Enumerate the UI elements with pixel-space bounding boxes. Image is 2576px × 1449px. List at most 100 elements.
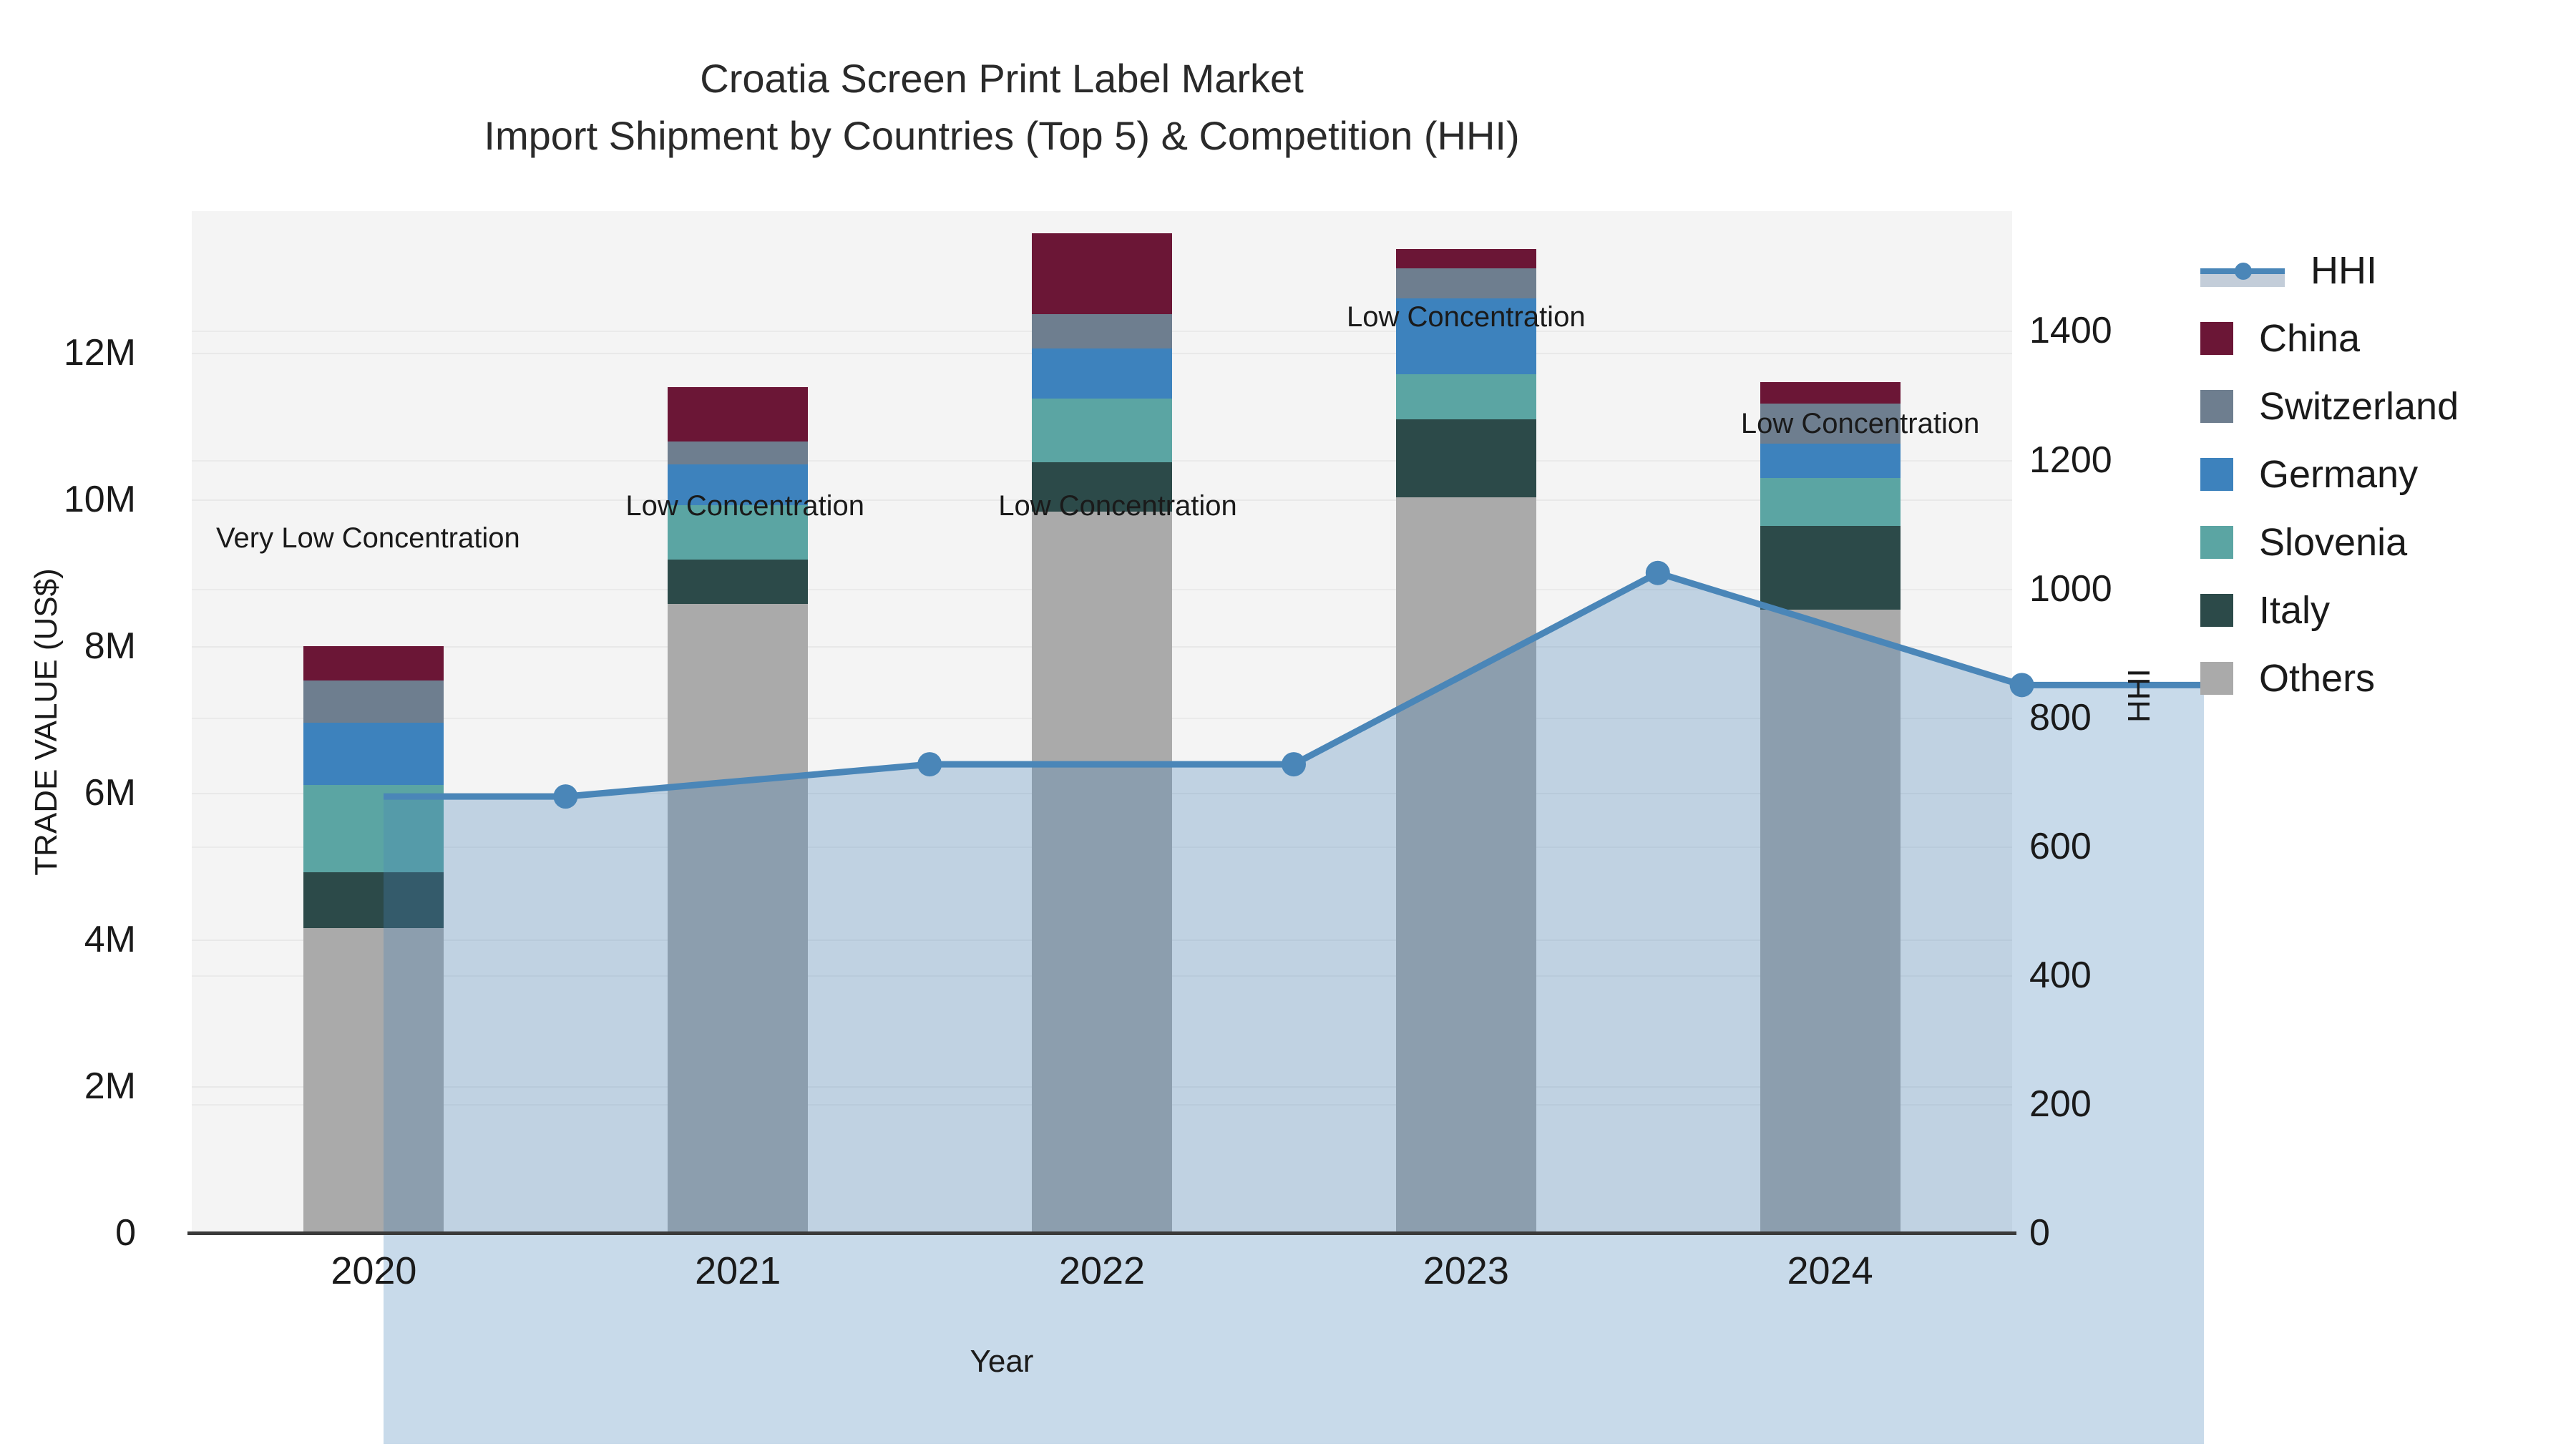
legend-swatch-slovenia [2200, 525, 2233, 559]
bar-segment-slovenia-2023[interactable] [1395, 374, 1536, 420]
bar-segment-others-2022[interactable] [1032, 512, 1172, 1233]
y-tick-left-8M: 8M [84, 625, 136, 667]
hhi-marker-2021[interactable] [917, 752, 942, 777]
bar-segment-others-2021[interactable] [668, 604, 809, 1233]
legend-swatch-germany [2200, 457, 2233, 491]
hhi-marker-2020[interactable] [553, 784, 578, 809]
legend-line-marker-icon [2200, 254, 2285, 287]
y-tick-right-0: 0 [2029, 1212, 2050, 1254]
hhi-marker-2022[interactable] [1282, 752, 1306, 777]
bar-segment-slovenia-2022[interactable] [1032, 399, 1172, 462]
bar-segment-italy-2021[interactable] [668, 559, 809, 605]
bar-segment-switzerland-2024[interactable] [1760, 403, 1901, 444]
y-tick-left-6M: 6M [84, 771, 136, 814]
bar-segment-slovenia-2020[interactable] [303, 784, 444, 872]
y-tick-right-1400: 1400 [2029, 310, 2112, 352]
legend-label-germany: Germany [2259, 452, 2419, 496]
bar-segment-italy-2022[interactable] [1032, 462, 1172, 512]
y-tick-left-12M: 12M [63, 331, 136, 374]
legend-label-china: China [2259, 316, 2361, 360]
legend-label-italy: Italy [2259, 588, 2331, 632]
y-tick-left-4M: 4M [84, 918, 136, 960]
bar-segment-china-2022[interactable] [1032, 233, 1172, 314]
legend-swatch-switzerland [2200, 389, 2233, 423]
y-axis-left-label: TRADE VALUE (US$) [28, 568, 64, 876]
chart-title: Croatia Screen Print Label Market Import… [0, 50, 2004, 164]
annotation-2024: Low Concentration [1740, 408, 1980, 440]
y-tick-right-800: 800 [2029, 696, 2092, 738]
hhi-area-fill [384, 572, 2204, 1444]
bar-segment-germany-2022[interactable] [1032, 348, 1172, 399]
legend-label-others: Others [2259, 656, 2376, 700]
bar-segment-germany-2023[interactable] [1395, 298, 1536, 374]
legend-item-germany[interactable]: Germany [2200, 440, 2459, 508]
legend-swatch-italy [2200, 593, 2233, 627]
bar-group-2024[interactable] [1760, 211, 1901, 1233]
x-axis-label: Year [970, 1344, 1034, 1379]
hhi-marker-2024[interactable] [2009, 673, 2034, 698]
bar-segment-germany-2024[interactable] [1760, 443, 1901, 479]
hhi-line-path[interactable] [384, 570, 2204, 800]
bar-segment-italy-2023[interactable] [1395, 419, 1536, 497]
bar-segment-switzerland-2020[interactable] [303, 680, 444, 723]
bar-segment-others-2024[interactable] [1760, 609, 1901, 1233]
title-line-1: Croatia Screen Print Label Market [700, 56, 1304, 101]
bar-segment-china-2024[interactable] [1760, 381, 1901, 404]
legend-item-italy[interactable]: Italy [2200, 576, 2459, 644]
bar-group-2020[interactable] [303, 211, 444, 1233]
x-tick-2023: 2023 [1423, 1249, 1509, 1292]
bar-segment-slovenia-2024[interactable] [1760, 478, 1901, 526]
y-tick-right-400: 400 [2029, 954, 2092, 996]
legend-label-slovenia: Slovenia [2259, 520, 2408, 564]
bar-segment-germany-2020[interactable] [303, 722, 444, 785]
legend-area-band [2200, 272, 2285, 287]
y-tick-left-2M: 2M [84, 1065, 136, 1107]
bar-segment-others-2020[interactable] [303, 927, 444, 1233]
annotation-2020: Very Low Concentration [216, 522, 520, 555]
title-line-2: Import Shipment by Countries (Top 5) & C… [484, 112, 1520, 158]
chart-legend: HHI China Switzerland Germany Slovenia Italy O… [2200, 236, 2459, 712]
y-tick-left-0: 0 [115, 1212, 136, 1254]
hhi-line-series [384, 560, 2204, 1444]
annotation-2022: Low Concentration [998, 490, 1237, 522]
bar-group-2022[interactable] [1032, 211, 1172, 1233]
legend-item-china[interactable]: China [2200, 304, 2459, 372]
bar-segment-others-2023[interactable] [1395, 497, 1536, 1233]
x-tick-2021: 2021 [695, 1249, 781, 1292]
bar-group-2021[interactable] [668, 211, 809, 1233]
legend-line-dot [2235, 262, 2252, 280]
bar-segment-china-2021[interactable] [668, 387, 809, 441]
legend-label-hhi: HHI [2311, 248, 2377, 292]
legend-swatch-china [2200, 321, 2233, 355]
legend-swatch-others [2200, 661, 2233, 695]
bar-segment-switzerland-2023[interactable] [1395, 268, 1536, 298]
y-tick-right-1200: 1200 [2029, 439, 2112, 481]
legend-label-switzerland: Switzerland [2259, 384, 2459, 428]
bar-segment-china-2020[interactable] [303, 645, 444, 681]
bar-segment-italy-2020[interactable] [303, 872, 444, 928]
legend-item-slovenia[interactable]: Slovenia [2200, 508, 2459, 576]
bar-segment-italy-2024[interactable] [1760, 525, 1901, 610]
hhi-marker-2023[interactable] [1645, 560, 1670, 585]
plot-area [192, 211, 2204, 1444]
legend-item-hhi[interactable]: HHI [2200, 236, 2459, 304]
annotation-2021: Low Concentration [625, 490, 864, 522]
legend-item-switzerland[interactable]: Switzerland [2200, 372, 2459, 440]
bar-segment-slovenia-2021[interactable] [668, 505, 809, 560]
x-axis-line [187, 1231, 2016, 1235]
x-tick-2024: 2024 [1787, 1249, 1873, 1292]
y-tick-right-1000: 1000 [2029, 567, 2112, 610]
bar-group-2023[interactable] [1395, 211, 1536, 1233]
annotation-2023: Low Concentration [1347, 301, 1586, 333]
bar-segment-switzerland-2022[interactable] [1032, 313, 1172, 348]
bar-segment-switzerland-2021[interactable] [668, 441, 809, 464]
legend-item-others[interactable]: Others [2200, 644, 2459, 712]
y-tick-left-10M: 10M [63, 478, 136, 520]
bar-segment-china-2023[interactable] [1395, 249, 1536, 268]
y-tick-right-200: 200 [2029, 1083, 2092, 1125]
x-tick-2020: 2020 [331, 1249, 417, 1292]
y-axis-right-label: HHI [2122, 668, 2157, 723]
y-tick-right-600: 600 [2029, 825, 2092, 867]
bar-segment-germany-2021[interactable] [668, 464, 809, 506]
